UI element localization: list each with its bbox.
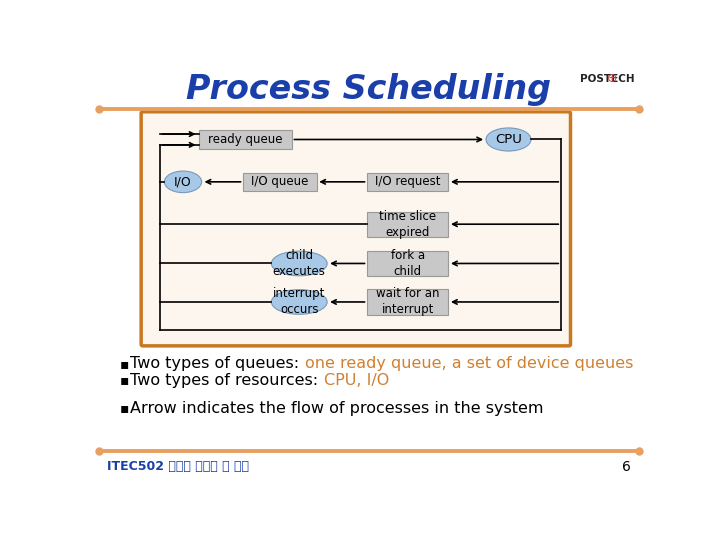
- Ellipse shape: [486, 128, 531, 151]
- FancyBboxPatch shape: [367, 251, 449, 276]
- Text: ITEC502 컴퓨터 시스템 및 실습: ITEC502 컴퓨터 시스템 및 실습: [107, 460, 249, 473]
- Text: Process Scheduling: Process Scheduling: [186, 73, 552, 106]
- FancyBboxPatch shape: [367, 289, 449, 315]
- Text: ready queue: ready queue: [208, 133, 282, 146]
- Text: CPU: CPU: [495, 133, 522, 146]
- Text: Two types of queues:: Two types of queues:: [130, 356, 305, 371]
- Text: I/O request: I/O request: [375, 176, 441, 188]
- Text: I/O queue: I/O queue: [251, 176, 309, 188]
- FancyBboxPatch shape: [141, 112, 570, 346]
- FancyBboxPatch shape: [199, 130, 292, 148]
- FancyBboxPatch shape: [367, 173, 449, 191]
- FancyBboxPatch shape: [367, 212, 449, 237]
- Text: fork a
child: fork a child: [391, 249, 425, 278]
- Text: 6: 6: [622, 460, 631, 474]
- FancyBboxPatch shape: [243, 173, 317, 191]
- Text: Two types of queues: one ready queue, a set of device queues: Two types of queues: one ready queue, a …: [130, 356, 633, 371]
- Text: ⊕: ⊕: [606, 72, 617, 85]
- Text: ▪: ▪: [120, 374, 129, 388]
- Text: Two types of resources:: Two types of resources:: [130, 373, 323, 388]
- Text: one ready queue, a set of device queues: one ready queue, a set of device queues: [305, 356, 633, 371]
- Text: ▪: ▪: [120, 356, 129, 370]
- Text: interrupt
occurs: interrupt occurs: [273, 287, 325, 316]
- Text: wait for an
interrupt: wait for an interrupt: [376, 287, 439, 316]
- Text: ▪: ▪: [120, 401, 129, 415]
- Text: Arrow indicates the flow of processes in the system: Arrow indicates the flow of processes in…: [130, 401, 544, 416]
- Ellipse shape: [271, 289, 327, 314]
- Ellipse shape: [164, 171, 202, 193]
- Text: I/O: I/O: [174, 176, 192, 188]
- Text: CPU, I/O: CPU, I/O: [323, 373, 389, 388]
- Ellipse shape: [271, 251, 327, 276]
- Text: POSTECH: POSTECH: [580, 73, 635, 84]
- Text: time slice
expired: time slice expired: [379, 210, 436, 239]
- Text: child
executes: child executes: [273, 249, 325, 278]
